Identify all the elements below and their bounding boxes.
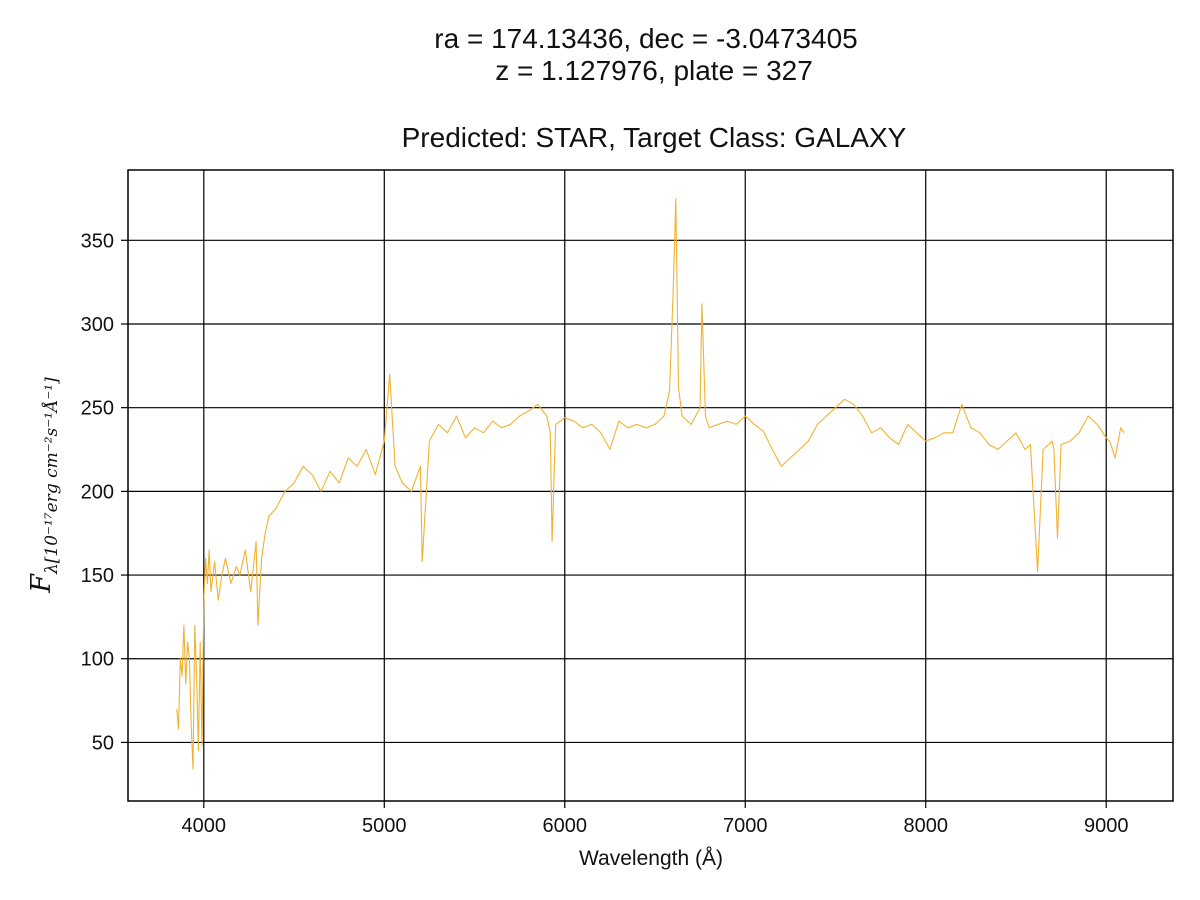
x-tick-label: 4000 bbox=[182, 815, 227, 837]
grid-lines bbox=[128, 170, 1173, 801]
chart-title-line-1: ra = 174.13436, dec = -3.0473405 bbox=[434, 23, 857, 54]
y-tick-label: 350 bbox=[81, 230, 114, 252]
x-tick-label: 6000 bbox=[543, 815, 588, 837]
x-tick-label: 5000 bbox=[362, 815, 407, 837]
x-tick-label: 9000 bbox=[1084, 815, 1129, 837]
plot-area-frame bbox=[127, 169, 1174, 802]
y-axis-label-sub: λ[10⁻¹⁷erg cm⁻²s⁻¹Å⁻¹] bbox=[41, 377, 62, 575]
chart-subtitle: Predicted: STAR, Target Class: GALAXY bbox=[402, 122, 907, 153]
y-tick-label: 100 bbox=[81, 649, 114, 671]
y-tick-label: 150 bbox=[81, 565, 114, 587]
y-tick-label: 200 bbox=[81, 481, 114, 503]
y-tick-label: 50 bbox=[92, 732, 114, 754]
x-axis-label: Wavelength (Å) bbox=[579, 847, 723, 870]
x-tick-label: 7000 bbox=[723, 815, 768, 837]
spectrum-line-0 bbox=[176, 197, 1125, 770]
y-axis-label: Fλ[10⁻¹⁷erg cm⁻²s⁻¹Å⁻¹] bbox=[26, 377, 62, 594]
axis-ticks: 4000 5000 6000 7000 8000 9000 50 100 150 200 250 30… bbox=[81, 230, 1129, 837]
y-tick-label: 250 bbox=[81, 398, 114, 420]
y-tick-label: 300 bbox=[81, 314, 114, 336]
y-axis-label-main: F bbox=[26, 573, 57, 594]
svg-text:Fλ[10⁻¹⁷erg cm⁻²s⁻¹Å⁻¹]: Fλ[10⁻¹⁷erg cm⁻²s⁻¹Å⁻¹] bbox=[26, 377, 62, 594]
chart-title-line-2: z = 1.127976, plate = 327 bbox=[495, 55, 813, 86]
series-layer bbox=[176, 197, 1125, 770]
x-tick-label: 8000 bbox=[903, 815, 948, 837]
